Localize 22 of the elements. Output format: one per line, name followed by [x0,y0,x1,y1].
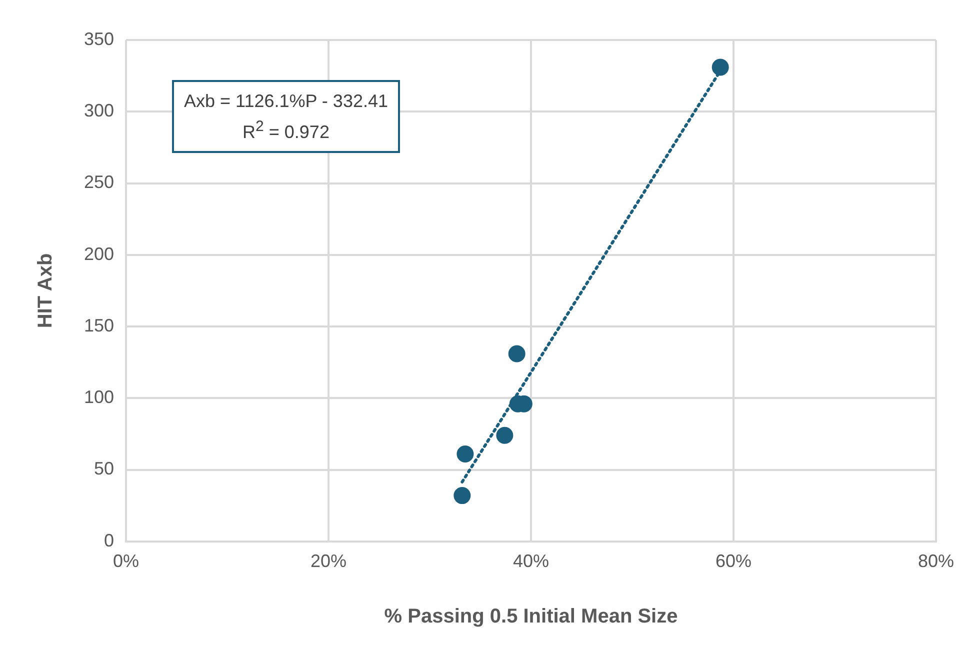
y-tick-label: 0 [104,530,114,550]
point [496,426,514,444]
point [712,58,729,76]
y-tick-label: 200 [84,244,114,264]
point [454,487,471,504]
point [508,345,526,362]
y-tick-label: 50 [94,458,114,479]
x-tick-label: 60% [715,551,752,572]
y-tick-label: 300 [84,100,114,121]
y-tick-label: 350 [84,28,114,49]
y-tick-label: 100 [84,387,114,408]
y-axis-title: HIT Axb [34,253,57,328]
x-tick-label: 20% [310,551,347,572]
y-tick-label: 150 [84,315,114,336]
annotation: Axb = 1126.1%P - 332.41 [184,90,388,113]
x-axis-title: % Passing 0.5 Initial Mean Size [384,606,678,628]
point [456,446,474,463]
y-tick-label: 250 [84,172,114,192]
x-tick-label: 40% [513,551,550,572]
annotation: R$^{2}$ = 0.972 [242,117,330,144]
x-tick-label: 0% [113,551,140,572]
x-tick-label: 80% [918,551,954,572]
